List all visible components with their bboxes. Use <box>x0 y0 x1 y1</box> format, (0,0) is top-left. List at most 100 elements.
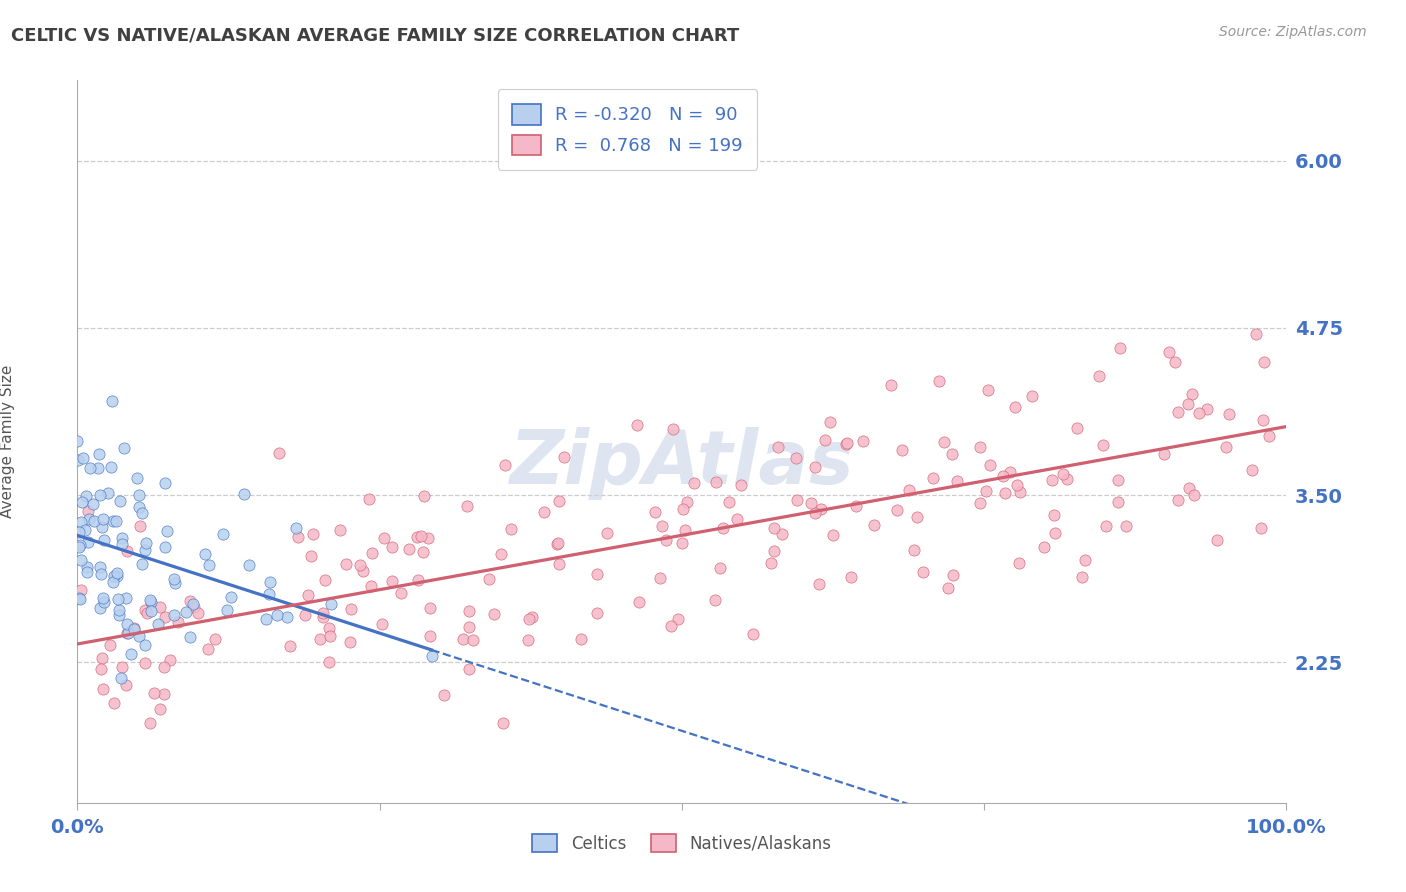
Point <box>89 560 111 574</box>
Point <box>659 618 682 632</box>
Point <box>335 557 357 571</box>
Point <box>800 496 823 510</box>
Point <box>294 608 316 623</box>
Point <box>69 582 91 597</box>
Point <box>519 612 541 626</box>
Point <box>128 500 150 515</box>
Point <box>179 630 201 644</box>
Point <box>67 524 90 539</box>
Point <box>142 685 165 699</box>
Point <box>86 461 108 475</box>
Point <box>107 591 129 606</box>
Point <box>352 564 374 578</box>
Point <box>1251 413 1274 427</box>
Point <box>77 504 100 518</box>
Point <box>1056 472 1078 486</box>
Point <box>451 632 474 647</box>
Point <box>651 519 673 533</box>
Point <box>89 488 111 502</box>
Point <box>76 560 98 574</box>
Point <box>134 603 156 617</box>
Point <box>115 591 138 605</box>
Point <box>585 566 607 581</box>
Point <box>183 599 205 614</box>
Point <box>318 629 340 643</box>
Point <box>87 447 110 461</box>
Point <box>339 635 361 649</box>
Point <box>90 566 112 581</box>
Point <box>516 633 538 648</box>
Point <box>111 660 134 674</box>
Point <box>93 533 115 548</box>
Point <box>548 494 571 508</box>
Point <box>90 662 112 676</box>
Point <box>941 447 963 461</box>
Point <box>103 569 125 583</box>
Point <box>112 442 135 456</box>
Point <box>1066 421 1088 435</box>
Point <box>977 383 1000 397</box>
Point <box>1177 397 1199 411</box>
Point <box>127 471 149 485</box>
Point <box>676 495 699 509</box>
Point <box>153 609 176 624</box>
Point <box>841 570 863 584</box>
Point <box>329 523 352 537</box>
Point <box>1107 473 1129 487</box>
Y-axis label: Average Family Size: Average Family Size <box>0 365 15 518</box>
Point <box>979 458 1001 472</box>
Point <box>103 696 125 710</box>
Point <box>1092 438 1115 452</box>
Point <box>141 595 163 609</box>
Point <box>1159 344 1181 359</box>
Point <box>1241 462 1264 476</box>
Point <box>79 461 101 475</box>
Point <box>69 592 91 607</box>
Text: ZipAtlas: ZipAtlas <box>509 426 855 500</box>
Point <box>101 575 124 590</box>
Point <box>628 595 651 609</box>
Point <box>835 436 858 450</box>
Point <box>91 651 114 665</box>
Point <box>673 524 696 538</box>
Point <box>75 489 97 503</box>
Point <box>845 499 868 513</box>
Point <box>67 452 90 467</box>
Point <box>974 483 997 498</box>
Point <box>547 557 569 571</box>
Point <box>266 607 288 622</box>
Point <box>804 506 827 520</box>
Point <box>321 597 343 611</box>
Point <box>810 502 832 516</box>
Point <box>153 660 176 674</box>
Point <box>763 544 786 558</box>
Point <box>134 657 156 671</box>
Point <box>644 505 666 519</box>
Point <box>763 521 786 535</box>
Point <box>70 552 93 566</box>
Point <box>120 647 142 661</box>
Point <box>371 616 394 631</box>
Point <box>478 572 501 586</box>
Point <box>69 538 91 552</box>
Point <box>903 542 925 557</box>
Point <box>110 531 132 545</box>
Point <box>136 607 159 621</box>
Point <box>416 531 439 545</box>
Point <box>1043 525 1066 540</box>
Point <box>139 604 162 618</box>
Point <box>1164 355 1187 369</box>
Point <box>254 612 277 626</box>
Point <box>1177 481 1199 495</box>
Point <box>98 638 121 652</box>
Point <box>67 540 90 554</box>
Point <box>969 441 991 455</box>
Point <box>108 603 131 617</box>
Point <box>672 502 695 516</box>
Point <box>413 489 436 503</box>
Point <box>1250 521 1272 535</box>
Point <box>494 458 516 472</box>
Point <box>287 531 309 545</box>
Point <box>711 521 734 535</box>
Point <box>97 486 120 500</box>
